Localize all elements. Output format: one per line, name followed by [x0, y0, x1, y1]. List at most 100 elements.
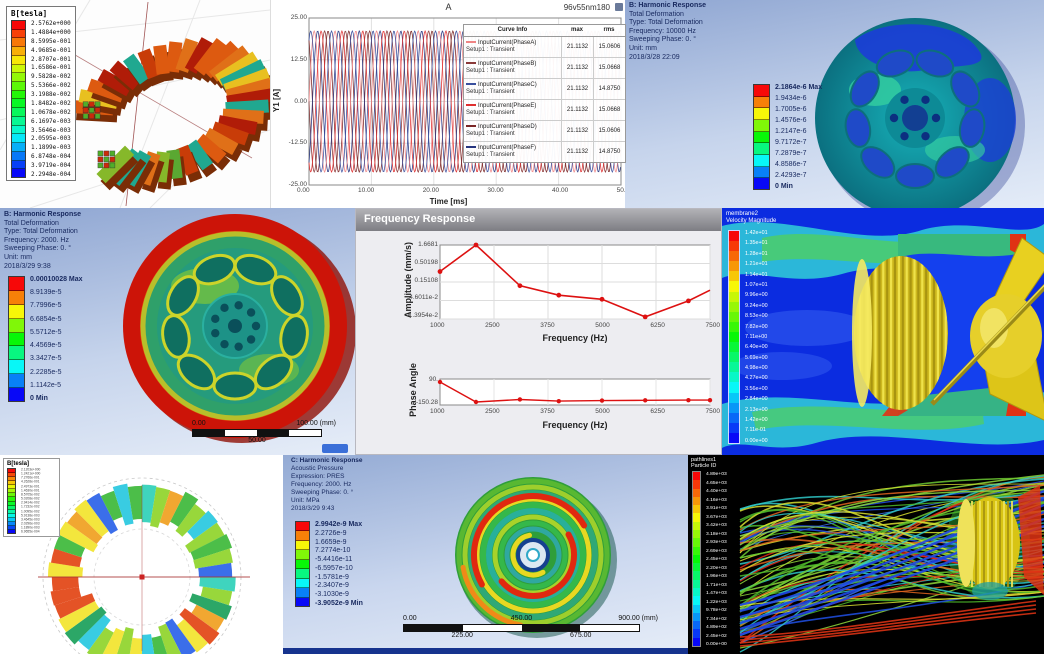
- legend-value: 4.65e+03: [706, 479, 727, 486]
- phase-x-label: Frequency (Hz): [542, 420, 608, 430]
- legend-value: 9.78e+02: [706, 607, 727, 613]
- result-info-line: Total Deformation: [629, 10, 684, 18]
- legend-value: 1.2421e+000: [21, 472, 41, 476]
- panel-acoustic-disk: C: Harmonic Response Acoustic Pressure Exp…: [283, 455, 688, 654]
- y-tick: 0.00: [294, 97, 307, 105]
- legend-value: 3.9719e-004: [31, 162, 71, 169]
- panel-harmonic-wheel-blue: B: Harmonic Response Total Deformation Typ…: [625, 0, 1044, 208]
- curve-max: 21.1132: [561, 79, 593, 99]
- legend-value: 1.47e+03: [706, 590, 727, 596]
- legend-value: 6.9655e-004: [21, 530, 40, 535]
- result-info-line: 2018/3/28 22:09: [629, 53, 680, 61]
- legend-value: -2.3407e-9: [315, 582, 349, 590]
- legend-value: 5.5712e-5: [30, 328, 62, 336]
- result-info-line: Frequency: 10000 Hz: [629, 27, 696, 35]
- legend-title-line: Particle ID: [691, 463, 717, 469]
- particle-id-legend: 4.89e+03 4.65e+03 4.40e+03 4.16e+03 3.91e+03…: [692, 471, 729, 647]
- legend-value: -3.9052e-9 Min: [315, 599, 363, 607]
- legend-value: 9.7172e-7: [775, 139, 807, 146]
- col-max: max: [570, 27, 583, 33]
- deformation-legend: 0.00010028 Max 8.9139e-5 7.7996e-5 6.6854e-…: [8, 276, 83, 402]
- legend-value: 2.2285e-5: [30, 368, 62, 376]
- field-legend: B[tesla] 2.5762e+000 1.4884e+000 8.5995e-0…: [6, 6, 76, 181]
- legend-value: 1.35e+01: [745, 240, 768, 247]
- legend-value: 4.27e+00: [745, 375, 768, 382]
- y-tick: 25.00: [290, 14, 307, 21]
- curve-max: 21.1132: [561, 100, 593, 120]
- legend-value: 2.8707e-001: [31, 55, 71, 63]
- result-info-line: Sweeping Phase: 0. °: [629, 36, 697, 44]
- window-strip: [283, 648, 688, 654]
- legend-value: 4.2628e-001: [21, 480, 40, 485]
- legend-value: 3.4645e-003: [21, 518, 40, 522]
- curve-color-swatch: [466, 41, 476, 44]
- curve-rms: 15.0606: [593, 121, 625, 141]
- x-axis-label: Time [ms]: [429, 197, 468, 206]
- result-info-line: Unit: MPa: [291, 497, 320, 504]
- amp-y-tick: 1.3954e-2: [408, 312, 438, 319]
- pathlines-legend-title: pathlines1 Particle ID: [691, 457, 716, 469]
- panel-current-plot: A 96v55nm180 Y1 [A] 25.00 12.50 0.00 -12.50…: [270, 0, 626, 208]
- legend-value: 2.93e+03: [706, 539, 727, 545]
- result-info-line: Frequency: 2000. Hz: [4, 236, 69, 244]
- amp-x-tick: 7500: [705, 322, 720, 329]
- legend-value: 7.11e-01: [745, 427, 766, 434]
- legend-value: 3.1988e-002: [31, 91, 71, 98]
- legend-title-line: pathlines1: [691, 457, 717, 463]
- legend-value: -3.1030e-9: [315, 591, 349, 599]
- legend-value: 2.5762e+000: [31, 20, 71, 27]
- curve-label: InputCurrent(PhaseA): [478, 40, 537, 46]
- legend-value: 9.24e+00: [745, 303, 768, 309]
- legend-value: 5.5366e-002: [31, 82, 71, 90]
- result-info-line: 2018/3/29 9:38: [4, 262, 51, 270]
- curve-label: InputCurrent(PhaseE): [478, 103, 537, 109]
- cfd-render: [722, 222, 1044, 448]
- x-tick: 30.00: [487, 187, 504, 194]
- result-info-line: Expression: PRES: [291, 473, 345, 480]
- legend-value: 2.84e+00: [745, 396, 768, 402]
- amp-y-tick: 0.50198: [414, 258, 439, 266]
- legend-value: 0 Min: [30, 394, 48, 402]
- phase-x-tick: 5000: [595, 408, 610, 415]
- curve-color-swatch: [466, 125, 476, 128]
- legend-value: 6.6854e-5: [30, 315, 62, 323]
- legend-value: 4.40e+03: [706, 488, 727, 494]
- legend-value: 2.1203e+000: [21, 468, 41, 472]
- curve-label: InputCurrent(PhaseD): [478, 124, 537, 130]
- legend-value: 1.1890e-003: [21, 526, 40, 530]
- curve-info-row: InputCurrent(PhaseD) Setup1 : Transient …: [464, 121, 625, 142]
- curve-rms: 15.0668: [593, 100, 625, 120]
- legend-value: 1.6659e-9: [315, 538, 347, 546]
- ruler-label: 0.00: [403, 615, 417, 622]
- panel-cfd-fan: membrane2 Velocity Magnitude 1.42e+01 1.3…: [722, 208, 1044, 455]
- legend-value: 4.16e+03: [706, 496, 727, 503]
- window-title: Frequency Response: [364, 213, 476, 225]
- legend-value: 4.98e+00: [745, 365, 768, 371]
- ring-render: [38, 477, 250, 654]
- window-titlebar: Frequency Response: [356, 209, 721, 231]
- amp-y-tick: 4.6011e-2: [409, 294, 438, 302]
- curve-label: InputCurrent(PhaseB): [478, 61, 537, 67]
- legend-value: 2.4973e-001: [21, 485, 40, 489]
- ruler-label: 225.00: [451, 632, 473, 639]
- curve-rms: 14.8750: [593, 79, 625, 99]
- curve-info-row: InputCurrent(PhaseC) Setup1 : Transient …: [464, 79, 625, 100]
- colorbar: [8, 276, 25, 402]
- legend-value: 1.9434e-6: [775, 95, 807, 102]
- ruler-label: 0.00: [192, 420, 206, 427]
- legend-value: 1.2147e-6: [775, 128, 807, 135]
- legend-value: 1.8482e-002: [31, 99, 71, 107]
- panel-maxwell-torus: B[tesla] 2.5762e+000 1.4884e+000 8.5995e-0…: [0, 0, 270, 208]
- curve-info-row: InputCurrent(PhaseB) Setup1 : Transient …: [464, 58, 625, 79]
- legend-value: 1.0678e-002: [31, 108, 71, 116]
- amp-y-tick: 0.15108: [414, 276, 439, 284]
- result-info-line: Unit: mm: [4, 253, 32, 261]
- field-legend: B[tesla] 2.1203e+000 1.2421e+000 7.2766e-0…: [3, 458, 61, 537]
- curve-label: InputCurrent(PhaseF): [478, 145, 537, 151]
- legend-value: 2.0296e-003: [21, 522, 40, 526]
- legend-value: 8.5995e-001: [31, 37, 71, 45]
- disk-render: [455, 477, 617, 638]
- legend-value: 2.69e+03: [706, 547, 727, 554]
- result-info-line: Acoustic Pressure: [291, 465, 344, 472]
- torus-render: [0, 0, 270, 208]
